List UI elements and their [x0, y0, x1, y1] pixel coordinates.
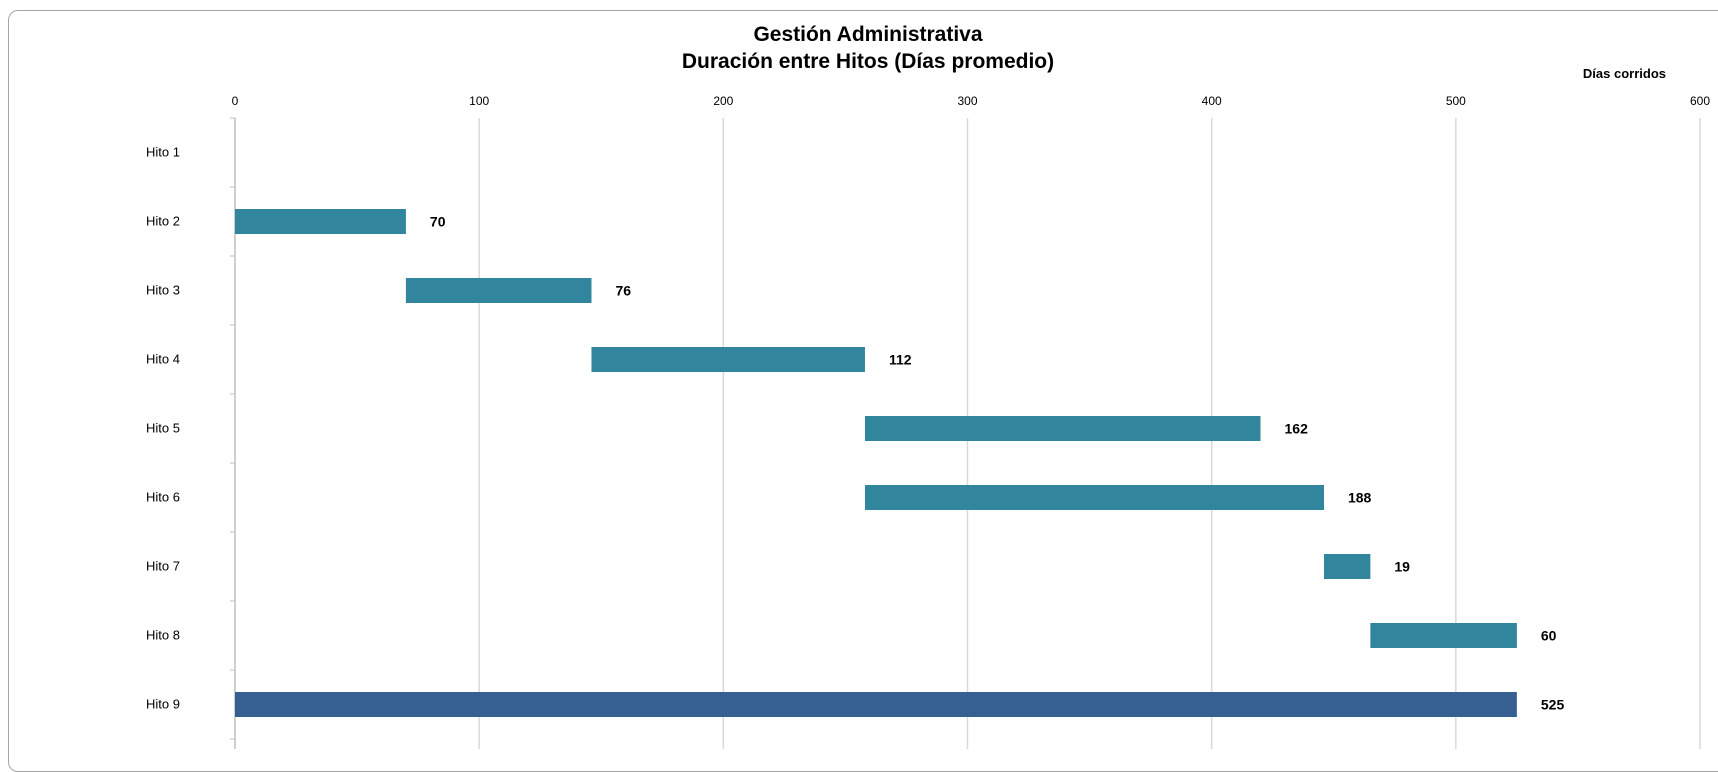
x-tick-label: 500	[1446, 94, 1466, 108]
y-tick-label: Hito 2	[146, 214, 180, 229]
y-tick-label: Hito 1	[146, 145, 180, 160]
data-label: 525	[1541, 697, 1565, 713]
bar	[235, 692, 1517, 717]
axes	[230, 117, 236, 749]
data-label: 19	[1394, 559, 1410, 575]
x-tick-label: 200	[713, 94, 733, 108]
y-tick-label: Hito 3	[146, 283, 180, 298]
y-tick-label: Hito 7	[146, 559, 180, 574]
y-tick-label: Hito 9	[146, 697, 180, 712]
bar	[864, 416, 1261, 441]
x-tick-label: 400	[1202, 94, 1222, 108]
data-label: 112	[889, 352, 912, 368]
x-tick-label: 100	[469, 94, 489, 108]
data-label: 70	[430, 214, 446, 230]
bar	[1370, 623, 1517, 648]
chart-subtitle: Duración entre Hitos (Días promedio)	[682, 50, 1054, 73]
bars	[235, 209, 1517, 717]
gantt-bar-chart: Gestión Administrativa Duración entre Hi…	[146, 23, 1710, 749]
bar	[1323, 554, 1371, 579]
data-label: 188	[1348, 490, 1372, 506]
bar	[864, 485, 1324, 510]
bar	[405, 278, 592, 303]
y-tick-label: Hito 8	[146, 628, 180, 643]
y-tick-label: Hito 4	[146, 352, 180, 367]
y-tick-label: Hito 5	[146, 421, 180, 436]
x-tick-label: 600	[1690, 94, 1710, 108]
bar	[591, 347, 865, 372]
data-label: 60	[1541, 628, 1557, 644]
data-label: 76	[615, 283, 631, 299]
bar	[235, 209, 406, 234]
y-tick-label: Hito 6	[146, 490, 180, 505]
chart-title: Gestión Administrativa	[753, 23, 982, 46]
x-tick-label: 300	[957, 94, 977, 108]
data-label: 162	[1285, 421, 1309, 437]
labels: 0 100 200 300 400 500 600 Hito 1 Hito 2 70 Hito 3 7…	[146, 94, 1710, 713]
x-axis-label: Días corridos	[1583, 66, 1666, 81]
x-tick-label: 0	[232, 94, 239, 108]
